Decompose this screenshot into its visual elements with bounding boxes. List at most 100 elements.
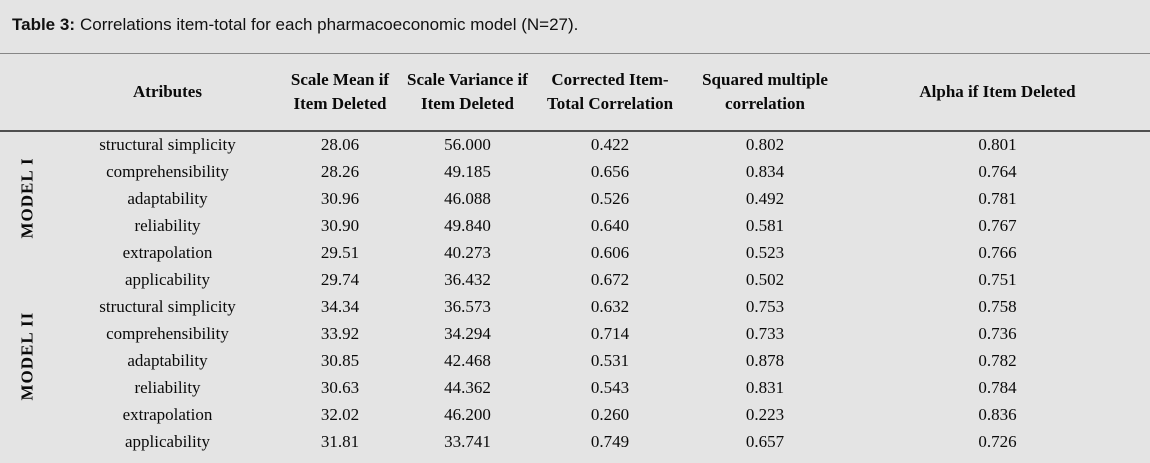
scale-variance-cell: 36.432 — [444, 270, 491, 289]
model-i-label: MODEL I — [17, 156, 37, 238]
header-attributes: Atributes — [55, 53, 280, 132]
alpha-cell: 0.836 — [978, 405, 1017, 424]
squared-multiple-cell: 0.802 — [745, 135, 785, 154]
scale-mean-cell: 31.81 — [320, 432, 360, 451]
corrected-item-total-cell: 0.531 — [590, 351, 630, 370]
scale-variance-cell: 34.294 — [444, 324, 491, 343]
header-squared-multiple: Squared multiple correlation — [685, 53, 845, 132]
scale-variance-cell: 36.573 — [444, 297, 491, 316]
corrected-item-total-cell: 0.749 — [590, 432, 630, 451]
table-row: extrapolation 32.02 46.200 0.260 0.223 0… — [0, 402, 1150, 429]
table-body: MODEL I structural simplicity 28.06 56.0… — [0, 131, 1150, 456]
attribute-cell: reliability — [134, 216, 201, 235]
scale-variance-cell: 33.741 — [444, 432, 491, 451]
correlations-table: Atributes Scale Mean if Item Deleted Sca… — [0, 53, 1150, 456]
model-group-cell: MODEL I — [0, 131, 55, 294]
attribute-cell: adaptability — [127, 351, 208, 370]
table-row: comprehensibility 28.26 49.185 0.656 0.8… — [0, 159, 1150, 186]
squared-multiple-cell: 0.753 — [745, 297, 785, 316]
table-row: reliability 30.90 49.840 0.640 0.581 0.7… — [0, 213, 1150, 240]
attribute-cell: applicability — [125, 432, 210, 451]
scale-variance-cell: 46.088 — [444, 189, 491, 208]
table-caption-label: Table 3: — [12, 15, 75, 34]
table-caption-text: Correlations item-total for each pharmac… — [79, 15, 579, 34]
header-model-spacer — [0, 53, 55, 132]
scale-variance-cell: 42.468 — [444, 351, 491, 370]
corrected-item-total-cell: 0.606 — [590, 243, 630, 262]
table-row: applicability 31.81 33.741 0.749 0.657 0… — [0, 429, 1150, 456]
scale-mean-cell: 32.02 — [320, 405, 360, 424]
model-ii-label: MODEL II — [17, 311, 37, 400]
attribute-cell: comprehensibility — [106, 324, 229, 343]
scale-mean-cell: 30.96 — [320, 189, 360, 208]
scale-mean-cell: 28.06 — [320, 135, 360, 154]
squared-multiple-cell: 0.831 — [745, 378, 785, 397]
corrected-item-total-cell: 0.632 — [590, 297, 630, 316]
table-caption: Table 3: Correlations item-total for each… — [0, 0, 1150, 53]
corrected-item-total-cell: 0.640 — [590, 216, 630, 235]
corrected-item-total-cell: 0.714 — [590, 324, 630, 343]
squared-multiple-cell: 0.834 — [745, 162, 785, 181]
attribute-cell: comprehensibility — [106, 162, 229, 181]
scale-mean-cell: 30.90 — [320, 216, 360, 235]
corrected-item-total-cell: 0.672 — [590, 270, 630, 289]
scale-variance-cell: 49.840 — [444, 216, 491, 235]
alpha-cell: 0.764 — [978, 162, 1017, 181]
squared-multiple-cell: 0.878 — [745, 351, 785, 370]
table-row: applicability 29.74 36.432 0.672 0.502 0… — [0, 267, 1150, 294]
attribute-cell: reliability — [134, 378, 201, 397]
table-header: Atributes Scale Mean if Item Deleted Sca… — [0, 53, 1150, 132]
scale-variance-cell: 56.000 — [444, 135, 491, 154]
scale-mean-cell: 30.85 — [320, 351, 360, 370]
header-alpha: Alpha if Item Deleted — [845, 53, 1150, 132]
squared-multiple-cell: 0.733 — [745, 324, 785, 343]
squared-multiple-cell: 0.523 — [745, 243, 785, 262]
attribute-cell: applicability — [125, 270, 210, 289]
corrected-item-total-cell: 0.543 — [590, 378, 630, 397]
alpha-cell: 0.758 — [978, 297, 1017, 316]
corrected-item-total-cell: 0.526 — [590, 189, 630, 208]
squared-multiple-cell: 0.492 — [745, 189, 785, 208]
header-scale-variance: Scale Variance if Item Deleted — [400, 53, 535, 132]
corrected-item-total-cell: 0.656 — [590, 162, 630, 181]
attribute-cell: structural simplicity — [99, 135, 236, 154]
squared-multiple-cell: 0.657 — [745, 432, 785, 451]
table-row: MODEL I structural simplicity 28.06 56.0… — [0, 131, 1150, 238]
alpha-cell: 0.751 — [978, 270, 1017, 289]
alpha-cell: 0.782 — [978, 351, 1017, 370]
alpha-cell: 0.801 — [978, 135, 1017, 154]
squared-multiple-cell: 0.581 — [745, 216, 785, 235]
alpha-cell: 0.767 — [978, 216, 1017, 235]
table-row: comprehensibility 33.92 34.294 0.714 0.7… — [0, 321, 1150, 348]
scale-mean-cell: 28.26 — [320, 162, 360, 181]
table-row: MODEL II structural simplicity 34.34 36.… — [0, 294, 1150, 400]
scale-variance-cell: 46.200 — [444, 405, 491, 424]
scale-variance-cell: 49.185 — [444, 162, 491, 181]
header-scale-mean: Scale Mean if Item Deleted — [280, 53, 400, 132]
scale-mean-cell: 33.92 — [320, 324, 360, 343]
corrected-item-total-cell: 0.260 — [590, 405, 630, 424]
alpha-cell: 0.784 — [978, 378, 1017, 397]
scale-variance-cell: 44.362 — [444, 378, 491, 397]
squared-multiple-cell: 0.502 — [745, 270, 785, 289]
table-row: reliability 30.63 44.362 0.543 0.831 0.7… — [0, 375, 1150, 402]
scale-variance-cell: 40.273 — [444, 243, 491, 262]
table-row: adaptability 30.85 42.468 0.531 0.878 0.… — [0, 348, 1150, 375]
alpha-cell: 0.781 — [978, 189, 1017, 208]
attribute-cell: structural simplicity — [99, 297, 236, 316]
scale-mean-cell: 29.51 — [320, 243, 360, 262]
model-group-cell: MODEL II — [0, 294, 55, 456]
attribute-cell: extrapolation — [122, 405, 213, 424]
attribute-cell: adaptability — [127, 189, 208, 208]
alpha-cell: 0.726 — [978, 432, 1017, 451]
attribute-cell: extrapolation — [122, 243, 213, 262]
scale-mean-cell: 30.63 — [320, 378, 360, 397]
scale-mean-cell: 29.74 — [320, 270, 360, 289]
alpha-cell: 0.766 — [978, 243, 1017, 262]
alpha-cell: 0.736 — [978, 324, 1017, 343]
squared-multiple-cell: 0.223 — [745, 405, 785, 424]
table-row: extrapolation 29.51 40.273 0.606 0.523 0… — [0, 240, 1150, 267]
header-row: Atributes Scale Mean if Item Deleted Sca… — [0, 53, 1150, 132]
scale-mean-cell: 34.34 — [320, 297, 360, 316]
table-row: adaptability 30.96 46.088 0.526 0.492 0.… — [0, 186, 1150, 213]
